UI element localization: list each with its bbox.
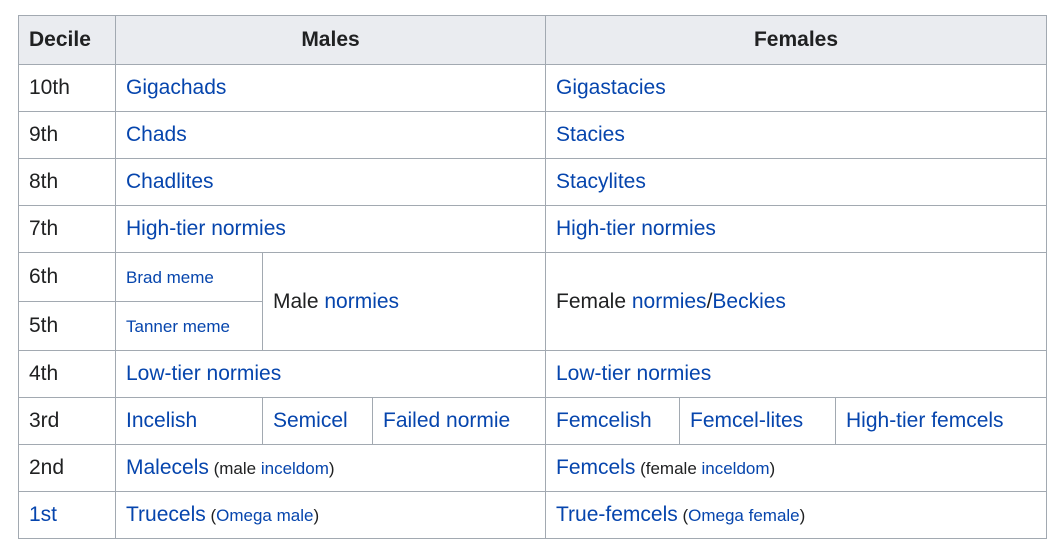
header-males: Males — [115, 15, 546, 65]
male-merged-cell: Male normies — [262, 252, 546, 351]
decile-cell: 10th — [18, 64, 116, 112]
row-3rd: 3rd Incelish Semicel Failed normie Femce… — [18, 397, 1047, 445]
beckies-link[interactable]: Beckies — [712, 289, 786, 313]
decile-cell: 4th — [18, 350, 116, 398]
female-cell-b: Femcel-lites — [679, 397, 836, 445]
female-cell: Low-tier normies — [545, 350, 1047, 398]
female-link[interactable]: High-tier normies — [556, 217, 716, 240]
male-cell: Low-tier normies — [115, 350, 546, 398]
decile-cell: 3rd — [18, 397, 116, 445]
decile-table: Decile Males Females 10th Gigachads Giga… — [18, 15, 1047, 539]
row-9th: 9th Chads Stacies — [18, 111, 1047, 159]
high-tier-femcels-link[interactable]: High-tier femcels — [846, 409, 1004, 432]
male-inceldom-link[interactable]: inceldom — [260, 459, 329, 478]
omega-male-link[interactable]: Omega male — [216, 506, 314, 525]
female-cell-a: Femcelish — [545, 397, 680, 445]
female-cell-c: High-tier femcels — [835, 397, 1047, 445]
row-7th: 7th High-tier normies High-tier normies — [18, 205, 1047, 253]
female-link[interactable]: Low-tier normies — [556, 362, 712, 385]
incelish-link[interactable]: Incelish — [126, 409, 198, 432]
true-femcels-link[interactable]: True-femcels — [556, 503, 678, 526]
row-10th: 10th Gigachads Gigastacies — [18, 64, 1047, 112]
row-2nd: 2nd Malecels (male inceldom) Femcels (fe… — [18, 444, 1047, 492]
male-cell-c: Failed normie — [372, 397, 546, 445]
female-normies-link[interactable]: normies — [631, 289, 707, 313]
decile-cell: 2nd — [18, 444, 116, 492]
decile-1st-link[interactable]: 1st — [29, 503, 58, 526]
brad-meme-link[interactable]: Brad meme — [126, 268, 214, 287]
female-note-close: ) — [799, 506, 806, 525]
header-females: Females — [545, 15, 1047, 65]
male-link[interactable]: High-tier normies — [126, 217, 286, 240]
male-cell: Gigachads — [115, 64, 546, 112]
male-note-close: ) — [313, 506, 320, 525]
female-cell: Gigastacies — [545, 64, 1047, 112]
female-note-close: ) — [769, 459, 776, 478]
decile-cell: 1st — [18, 491, 116, 539]
male-note-open: (male — [208, 459, 261, 478]
tanner-meme-link[interactable]: Tanner meme — [126, 317, 230, 336]
male-cell: High-tier normies — [115, 205, 546, 253]
truecels-link[interactable]: Truecels — [126, 503, 206, 526]
female-cell: True-femcels (Omega female) — [545, 491, 1047, 539]
decile-cell: 9th — [18, 111, 116, 159]
male-note-open: ( — [205, 506, 217, 525]
male-sub-cell: Tanner meme — [115, 301, 263, 351]
female-prefix: Female — [556, 289, 632, 313]
female-inceldom-link[interactable]: inceldom — [701, 459, 770, 478]
row-6th: 6th Brad meme Male normies Female normie… — [18, 252, 1047, 351]
row-4th: 4th Low-tier normies Low-tier normies — [18, 350, 1047, 398]
male-link[interactable]: Gigachads — [126, 76, 227, 99]
female-cell: Stacylites — [545, 158, 1047, 206]
male-link[interactable]: Low-tier normies — [126, 362, 282, 385]
female-cell: Stacies — [545, 111, 1047, 159]
row-8th: 8th Chadlites Stacylites — [18, 158, 1047, 206]
malecels-link[interactable]: Malecels — [126, 456, 209, 479]
femcelish-link[interactable]: Femcelish — [556, 409, 652, 432]
omega-female-link[interactable]: Omega female — [688, 506, 800, 525]
female-link[interactable]: Stacylites — [556, 170, 646, 193]
male-cell-b: Semicel — [262, 397, 373, 445]
header-decile: Decile — [18, 15, 116, 65]
decile-cell: 8th — [18, 158, 116, 206]
decile-cell: 5th — [18, 301, 116, 351]
header-row: Decile Males Females — [18, 15, 1047, 65]
femcels-link[interactable]: Femcels — [556, 456, 636, 479]
semicel-link[interactable]: Semicel — [273, 409, 348, 432]
female-link[interactable]: Stacies — [556, 123, 625, 146]
male-link[interactable]: Chadlites — [126, 170, 214, 193]
row-1st: 1st Truecels (Omega male) True-femcels (… — [18, 491, 1047, 539]
female-note-open: (female — [635, 459, 702, 478]
male-link[interactable]: Chads — [126, 123, 187, 146]
female-merged-cell: Female normies/Beckies — [545, 252, 1047, 351]
female-note-open: ( — [677, 506, 689, 525]
male-sub-cell: Brad meme — [115, 252, 263, 302]
male-prefix: Male — [273, 289, 325, 313]
slash: / — [706, 289, 713, 313]
male-cell-a: Incelish — [115, 397, 263, 445]
decile-cell: 6th — [18, 252, 116, 302]
femcel-lites-link[interactable]: Femcel-lites — [690, 409, 804, 432]
male-normies-link[interactable]: normies — [324, 289, 400, 313]
male-cell: Chadlites — [115, 158, 546, 206]
female-cell: High-tier normies — [545, 205, 1047, 253]
decile-cell: 7th — [18, 205, 116, 253]
male-cell: Truecels (Omega male) — [115, 491, 546, 539]
failed-normie-link[interactable]: Failed normie — [383, 409, 511, 432]
female-link[interactable]: Gigastacies — [556, 76, 666, 99]
female-cell: Femcels (female inceldom) — [545, 444, 1047, 492]
male-note-close: ) — [328, 459, 335, 478]
male-cell: Malecels (male inceldom) — [115, 444, 546, 492]
row-5th: 5th Tanner meme — [18, 301, 1047, 351]
male-cell: Chads — [115, 111, 546, 159]
